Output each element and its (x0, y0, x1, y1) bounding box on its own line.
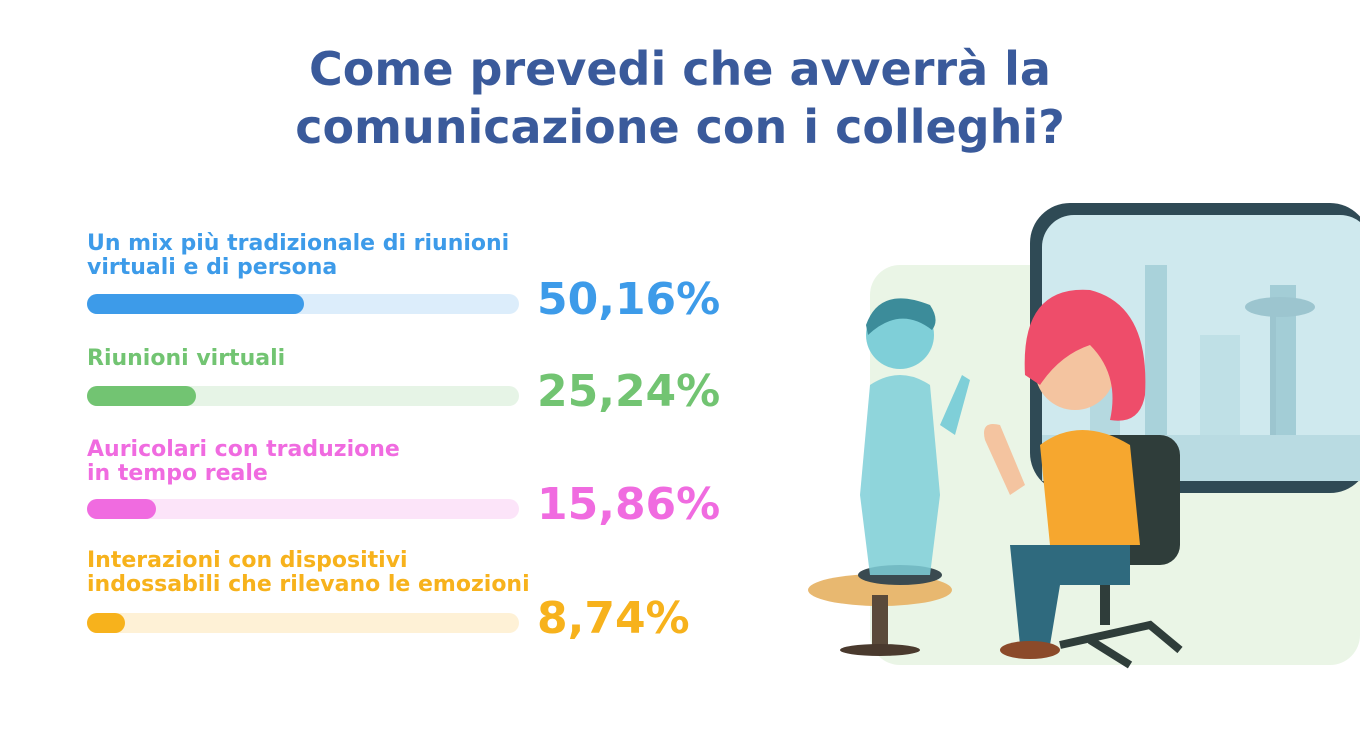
bar (87, 613, 125, 633)
category-label: Auricolari con traduzione in tempo reale (87, 437, 400, 486)
category-label: Un mix più tradizionale di riunioni virt… (87, 231, 510, 280)
category-label: Riunioni virtuali (87, 346, 286, 371)
bar (87, 294, 304, 314)
chart-title: Come prevedi che avverrà la comunicazion… (295, 42, 1065, 154)
bar (87, 499, 156, 519)
bar-track (87, 499, 519, 519)
value-label: 25,24% (537, 366, 721, 417)
category-label: Interazioni con dispositivi indossabili … (87, 548, 530, 597)
bar-track (87, 613, 519, 633)
value-label: 8,74% (537, 593, 690, 644)
bar (87, 386, 197, 406)
illustration (808, 203, 1360, 669)
value-label: 50,16% (537, 274, 721, 325)
value-label: 15,86% (537, 479, 721, 530)
